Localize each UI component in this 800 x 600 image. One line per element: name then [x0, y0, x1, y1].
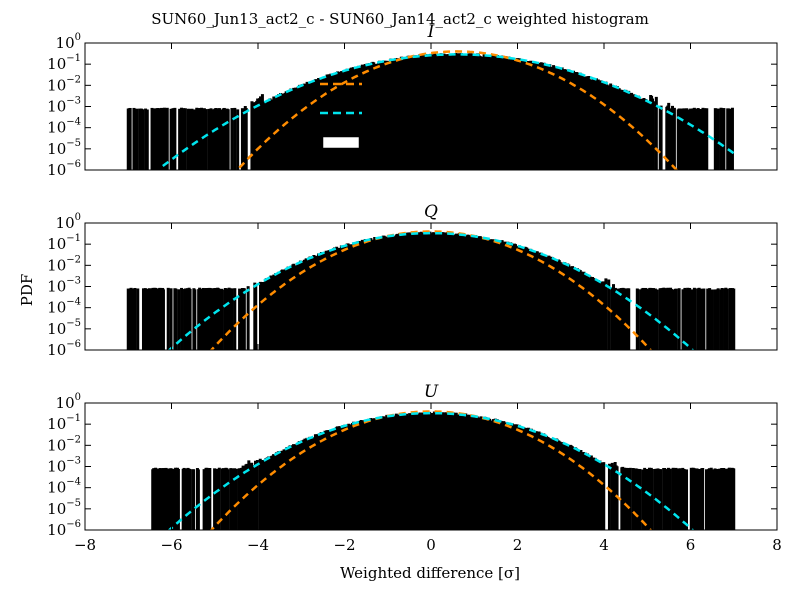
y-tick-label: 10−3 — [47, 456, 81, 476]
x-tick-label: 6 — [686, 536, 696, 554]
y-tick-label: 100 — [56, 392, 81, 412]
legend-label: Data — [377, 131, 423, 153]
y-tick-exponent: −4 — [66, 477, 81, 488]
plot-area — [151, 410, 736, 530]
y-tick-exponent: −6 — [66, 159, 81, 170]
y-tick-label: 10−2 — [47, 74, 81, 94]
x-axis-label: Weighted difference [σ] — [340, 564, 520, 582]
x-tick-label: 8 — [772, 536, 782, 554]
y-tick-exponent: 0 — [75, 392, 81, 403]
y-tick-exponent: −2 — [66, 74, 81, 85]
y-tick-label: 10−1 — [47, 53, 81, 73]
x-tick-label: −4 — [247, 536, 269, 554]
white-noise-curve — [235, 50, 679, 170]
legend-entry: Fitted Gaussian — [320, 102, 529, 124]
y-tick-exponent: −4 — [66, 117, 81, 128]
y-tick-exponent: −6 — [66, 339, 81, 350]
x-tick-label: −6 — [160, 536, 182, 554]
legend-label: Fitted Gaussian — [377, 102, 529, 124]
fitted-gaussian-curve — [162, 53, 735, 168]
y-tick-exponent: 0 — [75, 32, 81, 43]
white-noise-curve — [209, 410, 653, 530]
y-tick-label: 10−5 — [47, 318, 81, 338]
y-tick-label: 10−1 — [47, 413, 81, 433]
y-tick-exponent: −1 — [66, 413, 81, 424]
x-tick-label: 2 — [513, 536, 523, 554]
y-tick-exponent: −6 — [66, 519, 81, 530]
panel-title: Q — [424, 202, 438, 222]
y-tick-exponent: −1 — [66, 233, 81, 244]
y-tick-exponent: −1 — [66, 53, 81, 64]
y-axis-label: PDF — [18, 274, 36, 307]
x-tick-label: −2 — [333, 536, 355, 554]
y-tick-label: 10−5 — [47, 138, 81, 158]
y-tick-exponent: −2 — [66, 254, 81, 265]
y-tick-label: 10−2 — [47, 254, 81, 274]
y-tick-label: 100 — [56, 212, 81, 232]
legend-entry: Data — [320, 131, 423, 153]
y-tick-label: 10−4 — [47, 297, 81, 317]
y-tick-exponent: 0 — [75, 212, 81, 223]
y-tick-label: 10−4 — [47, 117, 81, 137]
y-tick-label: 100 — [56, 32, 81, 52]
figure-title: SUN60_Jun13_act2_c - SUN60_Jan14_act2_c … — [151, 10, 649, 28]
y-tick-exponent: −5 — [66, 498, 81, 509]
y-tick-exponent: −5 — [66, 318, 81, 329]
legend-entry: White noise — [320, 73, 491, 95]
y-tick-label: 10−3 — [47, 96, 81, 116]
y-tick-exponent: −3 — [66, 456, 81, 467]
x-tick-label: 4 — [599, 536, 609, 554]
plot-area — [126, 50, 735, 170]
x-tick-label: 0 — [426, 536, 436, 554]
white-noise-curve — [209, 230, 653, 350]
panels: I10010−110−210−310−410−510−6Q10010−110−2… — [47, 22, 782, 554]
y-tick-label: 10−1 — [47, 233, 81, 253]
y-tick-exponent: −5 — [66, 138, 81, 149]
legend: White noise Fitted Gaussian Data — [320, 73, 529, 153]
y-tick-exponent: −3 — [66, 276, 81, 287]
panel-title: U — [424, 382, 439, 402]
y-tick-label: 10−3 — [47, 276, 81, 296]
x-tick-label: −8 — [74, 536, 96, 554]
y-tick-label: 10−2 — [47, 434, 81, 454]
legend-swatch — [320, 134, 362, 151]
y-tick-exponent: −4 — [66, 297, 81, 308]
y-tick-exponent: −2 — [66, 434, 81, 445]
y-tick-exponent: −3 — [66, 96, 81, 107]
y-tick-label: 10−6 — [47, 159, 81, 179]
plot-area — [126, 230, 736, 350]
y-tick-label: 10−5 — [47, 498, 81, 518]
y-tick-label: 10−4 — [47, 477, 81, 497]
panel-title: I — [427, 22, 435, 42]
legend-label: White noise — [377, 73, 491, 95]
y-tick-label: 10−6 — [47, 339, 81, 359]
